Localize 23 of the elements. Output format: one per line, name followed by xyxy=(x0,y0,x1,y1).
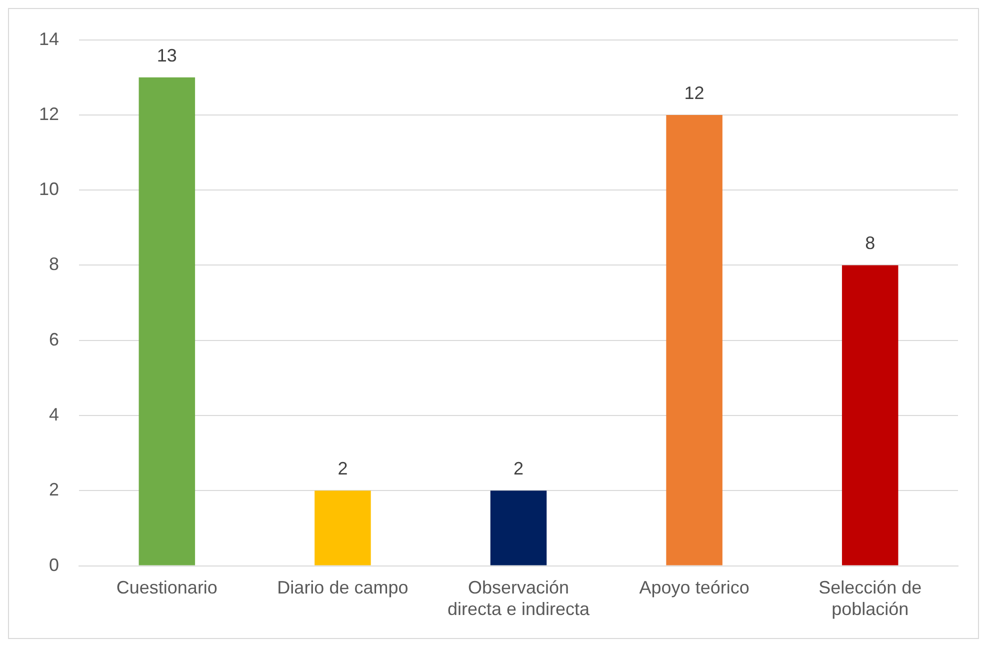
bar xyxy=(138,77,196,566)
y-tick-label: 4 xyxy=(49,404,60,424)
y-tick-label: 14 xyxy=(38,28,60,49)
y-tick-label: 6 xyxy=(49,329,60,350)
x-tick-label: Cuestionario xyxy=(116,578,218,598)
y-tick-label: 0 xyxy=(49,554,60,575)
data-label: 2 xyxy=(338,458,348,479)
data-label: 8 xyxy=(865,233,876,254)
y-tick-label: 12 xyxy=(38,104,60,124)
y-tick-label: 2 xyxy=(49,480,60,500)
x-tick-label: Diario de campo xyxy=(277,578,408,598)
y-tick-label: 10 xyxy=(38,179,60,200)
bar xyxy=(314,490,371,566)
x-tick-label: Apoyo teórico xyxy=(639,578,750,598)
y-tick-label: 8 xyxy=(49,254,60,274)
data-label: 2 xyxy=(514,458,524,479)
bar xyxy=(490,490,547,566)
bar xyxy=(666,114,722,566)
data-label: 12 xyxy=(684,82,704,103)
bar xyxy=(842,265,898,566)
x-tick-label: Selección de población xyxy=(818,578,922,620)
data-label: 13 xyxy=(156,45,177,66)
x-tick-label: Observación directa e indirecta xyxy=(447,578,591,620)
